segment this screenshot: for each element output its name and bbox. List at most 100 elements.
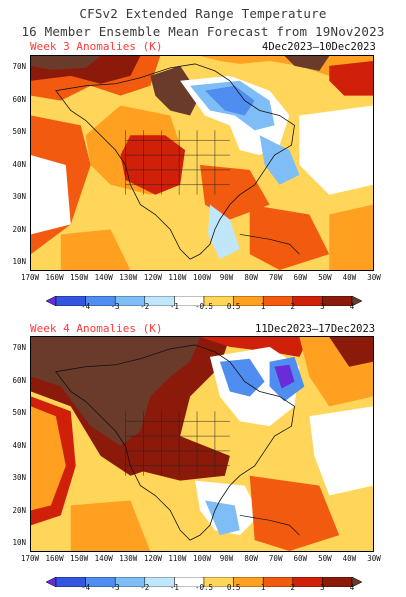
- anomaly-map-svg: [31, 56, 373, 270]
- latitude-label: 10N: [12, 257, 26, 266]
- colorbar-swatch: [45, 576, 57, 588]
- anomaly-region: [120, 135, 186, 195]
- longitude-label: 100W: [192, 273, 212, 282]
- colorbar-label: -1: [169, 302, 179, 311]
- anomaly-region: [309, 406, 373, 496]
- coastline: [55, 344, 295, 541]
- longitude-label: 60W: [293, 554, 308, 563]
- anomaly-region: [200, 337, 310, 357]
- longitude-label: 30W: [367, 554, 381, 563]
- anomaly-region: [329, 337, 373, 367]
- latitude-label: 70N: [12, 343, 26, 352]
- longitude-label: 100W: [192, 554, 212, 563]
- longitude-label: 110W: [168, 273, 187, 282]
- colorbar-label: -4: [81, 302, 91, 311]
- latitude-label: 20N: [12, 505, 26, 515]
- anomaly-region: [207, 204, 240, 260]
- latitude-label: 60N: [12, 94, 26, 104]
- longitude-label: 40W: [342, 273, 357, 282]
- colorbar-label: 0.5: [226, 302, 241, 311]
- longitude-label: 80W: [244, 273, 258, 282]
- anomaly-region: [259, 135, 300, 185]
- anomaly-region: [31, 155, 71, 235]
- week3-map: [30, 55, 374, 271]
- longitude-label: 150W: [70, 554, 89, 563]
- colorbar-label: -2: [140, 583, 150, 592]
- anomaly-region: [284, 56, 330, 71]
- colorbar-swatch: [45, 295, 57, 307]
- title-line-2: 16 Member Ensemble Mean Forecast from 19…: [21, 24, 385, 39]
- colorbar-label: -4: [81, 583, 91, 592]
- colorbar-label: -0.5: [194, 583, 214, 592]
- longitude-label: 120W: [143, 273, 162, 282]
- week4-map: [30, 336, 374, 552]
- colorbar-label: 2: [290, 583, 296, 592]
- title-line-1: CFSv2 Extended Range Temperature: [79, 6, 327, 21]
- longitude-label: 110W: [168, 554, 187, 563]
- colorbar-label: -0.5: [194, 302, 214, 311]
- anomaly-region: [249, 475, 340, 551]
- anomaly-map-svg: [31, 337, 373, 551]
- colorbar-swatch: [351, 295, 363, 307]
- longitude-label: 160W: [45, 554, 64, 563]
- state-borders: [125, 411, 230, 476]
- longitude-label: 140W: [94, 273, 113, 282]
- latitude-label: 30N: [12, 473, 26, 482]
- longitude-label: 50W: [318, 554, 332, 563]
- island-coastline: [239, 514, 300, 536]
- week4-colorbar: [45, 572, 363, 588]
- anomaly-region: [329, 204, 373, 270]
- colorbar-label: 3: [320, 583, 325, 592]
- anomaly-region: [130, 436, 230, 481]
- latitude-label: 40N: [12, 159, 26, 169]
- latitude-label: 30N: [12, 192, 26, 201]
- longitude-label: 70W: [268, 273, 283, 282]
- longitude-label: 50W: [318, 273, 332, 282]
- island-coastline: [239, 233, 300, 255]
- latitude-label: 70N: [12, 62, 26, 71]
- latitude-label: 10N: [12, 538, 26, 547]
- latitude-label: 20N: [12, 224, 26, 234]
- coastline: [55, 63, 295, 260]
- colorbar-label: 1: [260, 583, 266, 592]
- week4-label: Week 4 Anomalies (K): [30, 322, 163, 335]
- anomaly-region: [31, 406, 66, 511]
- anomaly-region: [60, 229, 131, 270]
- longitude-label: 170W: [20, 554, 40, 563]
- colorbar-label: -3: [110, 583, 120, 592]
- longitude-label: 130W: [119, 554, 138, 563]
- longitude-label: 70W: [268, 554, 283, 563]
- longitude-label: 130W: [119, 273, 138, 282]
- week3-label: Week 3 Anomalies (K): [30, 40, 163, 53]
- colorbar-label: 4: [349, 302, 355, 311]
- longitude-label: 140W: [94, 554, 113, 563]
- longitude-label: 160W: [45, 273, 64, 282]
- longitude-label: 60W: [293, 273, 308, 282]
- colorbar-swatch: [351, 576, 363, 588]
- longitude-label: 30W: [367, 273, 381, 282]
- latitude-label: 50N: [12, 127, 26, 136]
- anomaly-region: [31, 337, 201, 446]
- latitude-label: 50N: [12, 408, 26, 417]
- anomaly-region: [249, 204, 330, 270]
- longitude-label: 170W: [20, 273, 40, 282]
- longitude-label: 90W: [219, 273, 234, 282]
- anomaly-region: [31, 56, 101, 70]
- week4-dates: 11Dec2023—17Dec2023: [255, 323, 376, 335]
- colorbar-label: 1: [260, 302, 266, 311]
- week3-colorbar: [45, 291, 363, 307]
- longitude-label: 150W: [70, 273, 89, 282]
- colorbar-label: 3: [320, 302, 325, 311]
- colorbar-label: 4: [349, 583, 355, 592]
- anomaly-region: [150, 65, 201, 116]
- longitude-label: 40W: [342, 554, 357, 563]
- week3-dates: 4Dec2023—10Dec2023: [262, 41, 376, 53]
- colorbar-label: -2: [140, 302, 150, 311]
- latitude-label: 60N: [12, 375, 26, 385]
- anomaly-region: [204, 85, 255, 116]
- latitude-label: 40N: [12, 440, 26, 450]
- longitude-label: 80W: [244, 554, 258, 563]
- longitude-label: 120W: [143, 554, 162, 563]
- anomaly-region: [70, 500, 151, 551]
- anomaly-region: [274, 364, 295, 389]
